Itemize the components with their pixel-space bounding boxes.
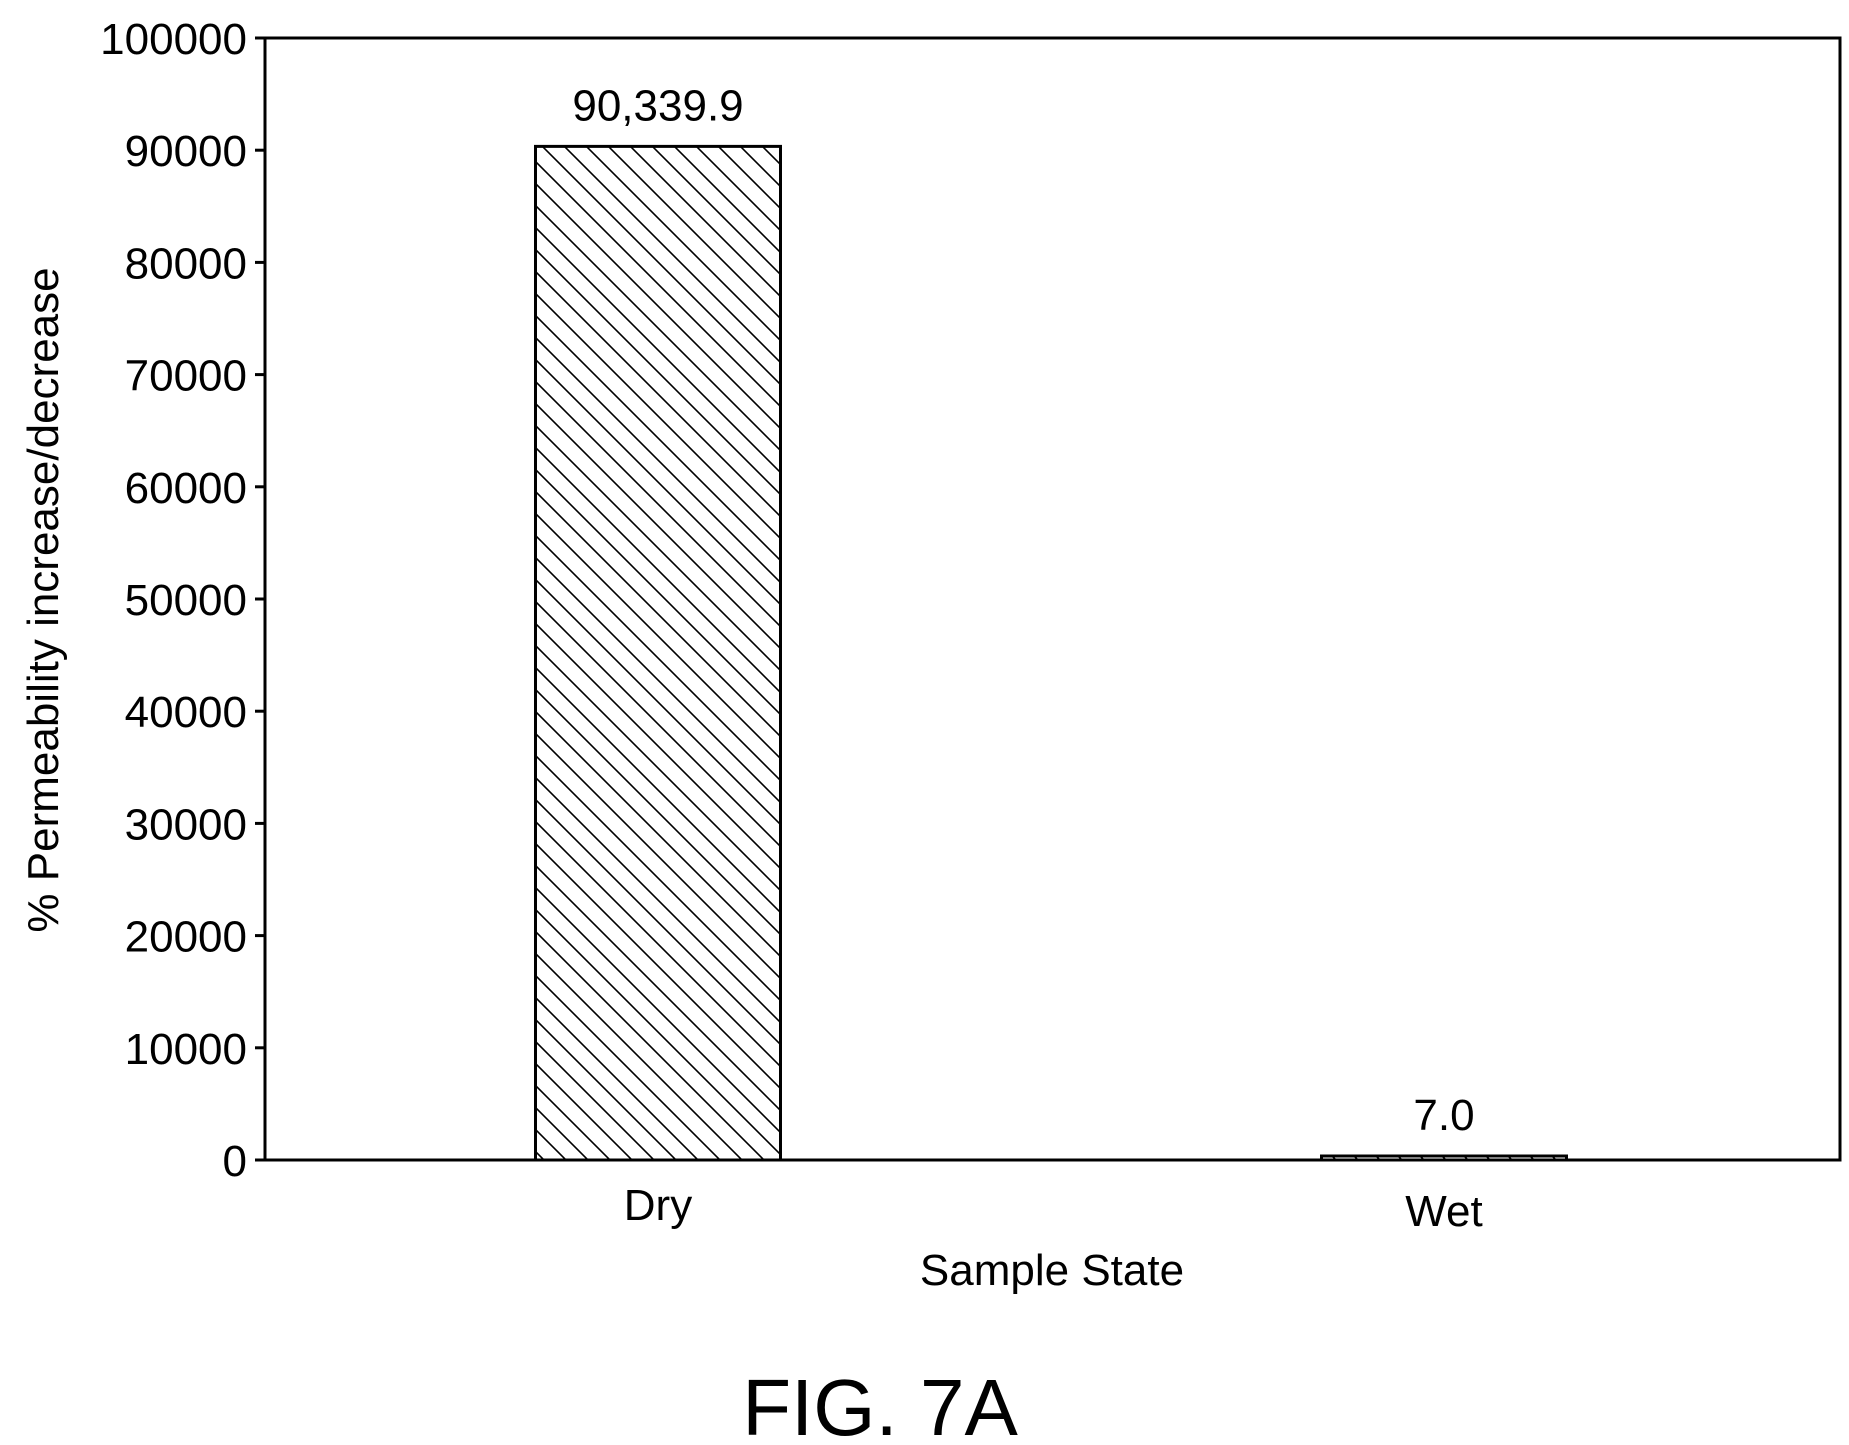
y-tick-label: 10000 xyxy=(125,1025,247,1074)
x-axis-title: Sample State xyxy=(920,1246,1184,1295)
y-tick-label: 90000 xyxy=(125,127,247,176)
y-tick-label: 100000 xyxy=(100,15,247,64)
y-tick-label: 60000 xyxy=(125,464,247,513)
y-tick-label: 30000 xyxy=(125,800,247,849)
y-tick-label: 70000 xyxy=(125,352,247,401)
figure-caption: FIG. 7A xyxy=(742,1363,1018,1445)
y-axis-ticks: 0 10000 20000 30000 40000 50000 60000 70000 8000… xyxy=(100,15,265,1186)
y-tick-label: 20000 xyxy=(125,913,247,962)
data-label: 7.0 xyxy=(1413,1091,1474,1140)
y-axis-title: % Permeability increase/decrease xyxy=(19,267,68,932)
y-tick-label: 40000 xyxy=(125,688,247,737)
plot-frame xyxy=(263,36,1842,1162)
y-tick-label: 50000 xyxy=(125,576,247,625)
bars xyxy=(534,144,1568,1162)
bar-dry xyxy=(534,144,782,1162)
y-tick-label: 0 xyxy=(223,1137,247,1186)
x-axis-category-labels: Dry Wet xyxy=(624,1181,1483,1236)
data-label: 90,339.9 xyxy=(572,81,743,130)
data-labels: 90,339.9 7.0 xyxy=(572,81,1474,1140)
bar-wet xyxy=(1320,1154,1568,1162)
y-tick-label: 80000 xyxy=(125,239,247,288)
x-category-label: Dry xyxy=(624,1181,692,1230)
x-category-label: Wet xyxy=(1405,1187,1482,1236)
